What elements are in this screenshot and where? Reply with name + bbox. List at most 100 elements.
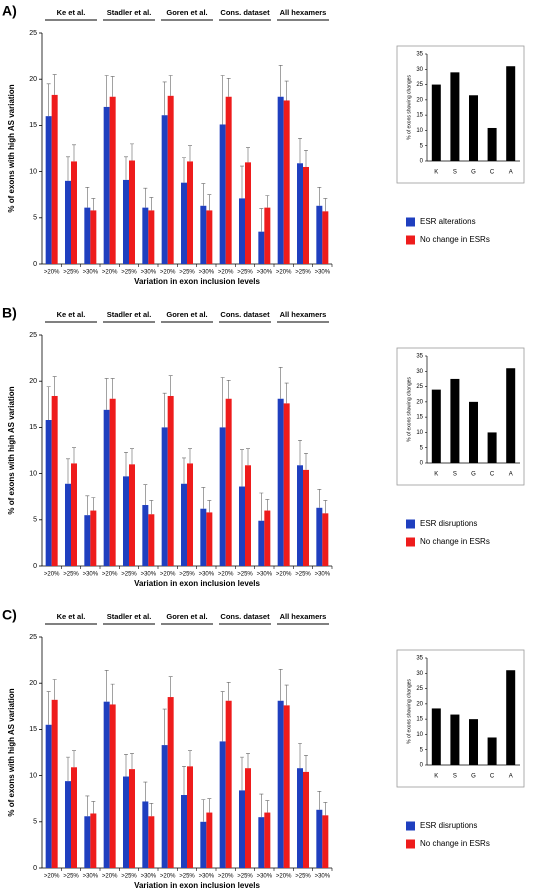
bar bbox=[103, 701, 110, 868]
error-bar bbox=[104, 669, 109, 702]
x-tick-label: >30% bbox=[83, 874, 99, 880]
y-tick-label: 25 bbox=[29, 332, 37, 339]
bar bbox=[239, 790, 245, 868]
bar bbox=[277, 96, 284, 264]
error-bar bbox=[66, 756, 70, 782]
x-tick-label: >25% bbox=[121, 572, 137, 578]
y-tick-label: 15 bbox=[29, 122, 37, 129]
bar bbox=[206, 210, 213, 264]
error-bar bbox=[104, 75, 109, 107]
error-bar bbox=[85, 795, 90, 817]
bar bbox=[297, 163, 303, 264]
x-axis-label: Variation in exon inclusion levels bbox=[134, 579, 260, 588]
bar bbox=[316, 809, 323, 868]
x-tick-label: >20% bbox=[218, 874, 234, 880]
bar bbox=[65, 483, 71, 566]
x-tick-label: >20% bbox=[276, 572, 292, 578]
bar bbox=[450, 714, 460, 765]
y-tick-label: 5 bbox=[33, 819, 37, 826]
x-tick-label: K bbox=[434, 472, 438, 478]
legend-label: ESR disruptions bbox=[420, 821, 477, 830]
x-tick-label: >30% bbox=[141, 874, 157, 880]
bar bbox=[71, 463, 77, 566]
bar bbox=[245, 465, 251, 566]
x-tick-label: >25% bbox=[63, 572, 79, 578]
bar bbox=[283, 403, 290, 566]
bar bbox=[264, 510, 271, 566]
error-bar bbox=[168, 676, 173, 698]
x-tick-label: G bbox=[471, 170, 476, 176]
group-label: Ke et al. bbox=[57, 612, 86, 621]
bar bbox=[303, 771, 309, 868]
x-tick-label: >30% bbox=[199, 270, 215, 276]
inset-frame bbox=[396, 347, 525, 486]
x-tick-label: >25% bbox=[179, 572, 195, 578]
x-tick-label: >25% bbox=[179, 270, 195, 276]
x-tick-label: C bbox=[490, 774, 495, 780]
y-tick-label: 5 bbox=[33, 517, 37, 524]
bar bbox=[297, 768, 303, 868]
error-bar bbox=[168, 75, 173, 96]
error-bar bbox=[66, 156, 70, 181]
bar bbox=[123, 179, 129, 264]
y-tick-label: 15 bbox=[29, 424, 37, 431]
x-tick-label: >25% bbox=[295, 874, 311, 880]
bar bbox=[450, 378, 460, 463]
error-bar bbox=[304, 150, 308, 167]
y-tick-label: 10 bbox=[29, 470, 37, 477]
error-bar bbox=[317, 489, 322, 508]
x-tick-label: >30% bbox=[315, 572, 331, 578]
error-bar bbox=[72, 144, 76, 162]
error-bar bbox=[124, 452, 128, 477]
error-bar bbox=[265, 800, 270, 813]
x-tick-label: >25% bbox=[295, 270, 311, 276]
error-bar bbox=[265, 195, 270, 208]
y-tick-label: 10 bbox=[29, 772, 37, 779]
bar bbox=[245, 162, 251, 264]
bar bbox=[206, 812, 213, 868]
bar bbox=[187, 766, 193, 868]
bar bbox=[142, 207, 149, 264]
y-tick-label: 5 bbox=[420, 445, 424, 451]
legend-label: No change in ESRs bbox=[420, 839, 490, 848]
x-tick-label: >20% bbox=[44, 874, 60, 880]
x-tick-label: >30% bbox=[199, 572, 215, 578]
bar bbox=[206, 512, 213, 566]
bar bbox=[316, 507, 323, 566]
error-bar bbox=[201, 799, 206, 822]
x-axis-label: Variation in exon inclusion levels bbox=[134, 881, 260, 890]
legend-label: No change in ESRs bbox=[420, 235, 490, 244]
y-tick-label: 5 bbox=[420, 143, 424, 149]
error-bar bbox=[201, 487, 206, 509]
bar bbox=[219, 124, 226, 264]
bar bbox=[90, 510, 97, 566]
y-tick-label: 10 bbox=[416, 732, 423, 738]
x-tick-label: >30% bbox=[257, 572, 273, 578]
bar bbox=[161, 745, 168, 868]
error-bar bbox=[110, 378, 115, 399]
error-bar bbox=[207, 798, 212, 813]
bar bbox=[239, 486, 245, 566]
bar bbox=[123, 476, 129, 566]
x-tick-label: A bbox=[509, 170, 513, 176]
bar bbox=[322, 211, 329, 264]
bar bbox=[506, 670, 516, 765]
group-label: All hexamers bbox=[280, 612, 327, 621]
y-tick-label: 15 bbox=[416, 415, 423, 421]
x-tick-label: >25% bbox=[295, 572, 311, 578]
y-tick-label: 30 bbox=[416, 67, 423, 73]
x-tick-label: >25% bbox=[179, 874, 195, 880]
group-label: Stadler et al. bbox=[107, 8, 152, 17]
bar bbox=[506, 66, 516, 161]
group-label: All hexamers bbox=[280, 8, 327, 17]
group-label: Cons. dataset bbox=[220, 612, 270, 621]
bar bbox=[187, 463, 193, 566]
y-tick-label: 0 bbox=[420, 763, 424, 769]
group-label: Cons. dataset bbox=[220, 8, 270, 17]
bar bbox=[219, 427, 226, 566]
y-tick-label: 0 bbox=[33, 563, 37, 570]
error-bar bbox=[259, 208, 264, 232]
x-tick-label: >30% bbox=[257, 270, 273, 276]
legend-swatch bbox=[406, 537, 415, 547]
error-bar bbox=[104, 378, 109, 410]
